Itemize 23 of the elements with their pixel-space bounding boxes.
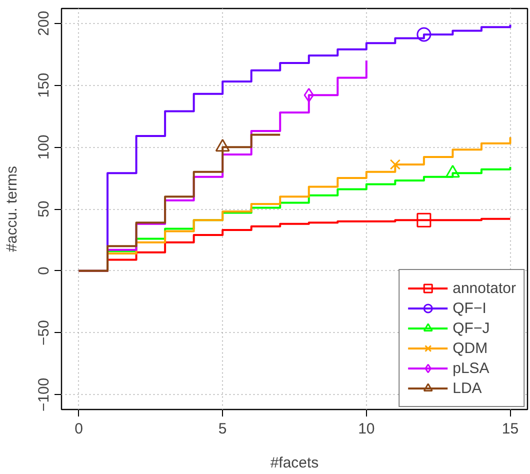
- y-axis-title: #accu. terms: [4, 166, 20, 252]
- x-tick-label: 15: [502, 420, 519, 438]
- x-tick-label: 5: [218, 420, 227, 438]
- y-tick-label: 200: [36, 10, 52, 36]
- x-tick-label: 10: [358, 420, 375, 438]
- y-tick-label: −100: [36, 378, 52, 412]
- point: [416, 212, 432, 228]
- y-tick-label: 50: [36, 200, 52, 218]
- point: [304, 88, 314, 102]
- legend-label: pLSA: [452, 360, 490, 376]
- y-tick-label: 0: [36, 266, 52, 276]
- point: [390, 159, 401, 170]
- x-axis-title: #facets: [270, 454, 319, 472]
- legend-label: LDA: [452, 380, 482, 396]
- x-tick-label: 0: [74, 420, 83, 438]
- legend-label: QF−J: [452, 320, 490, 336]
- legend-label: QDM: [452, 340, 488, 356]
- legend-label: QF−I: [452, 300, 486, 316]
- point: [416, 27, 432, 42]
- legend-label: annotator: [452, 280, 516, 296]
- y-tick-label: 150: [36, 72, 52, 98]
- y-tick-label: −50: [36, 320, 52, 346]
- y-tick-label: 100: [36, 134, 52, 160]
